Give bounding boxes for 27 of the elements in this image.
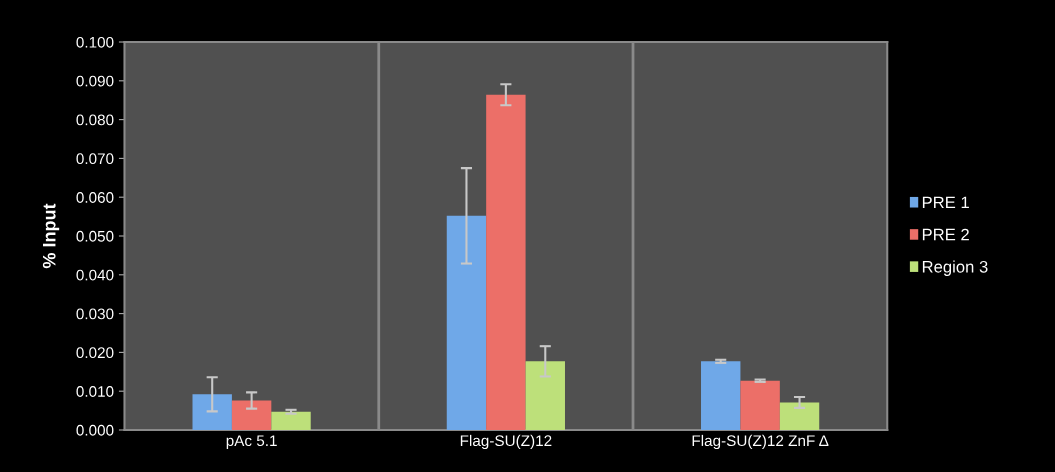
y-tick-label: 0.010 [76,386,114,397]
bar [192,394,232,430]
y-axis-title: % Input [42,203,60,269]
y-tick-label: 0.070 [76,153,114,165]
bar [446,215,487,430]
x-tick-label: Flag-SU(Z)12 ZnF Δ [692,434,829,450]
bar [701,361,741,430]
y-tick-label: 0.050 [76,230,114,242]
y-tick-label: 0.030 [76,308,114,320]
bar [231,400,272,430]
y-tick-label: 0.000 [76,424,114,436]
bar [486,94,526,430]
x-tick-label: pAc 5.1 [226,435,277,450]
bar [779,402,820,430]
bar [525,361,565,430]
y-tick-label: 0.020 [76,347,114,359]
bar [271,411,311,430]
bar [740,380,780,430]
x-tick-label: Flag-SU(Z)12 [460,434,552,450]
y-tick-label: 0.090 [76,75,114,87]
legend-label: PRE 2 [922,228,969,241]
y-tick-label: 0.080 [76,114,114,126]
legend-label: PRE 1 [922,196,969,209]
y-tick-label: 0.100 [76,36,114,48]
y-tick-label: 0.060 [76,192,114,203]
y-tick-label: 0.040 [76,269,114,281]
legend-label: Region 3 [922,260,988,276]
